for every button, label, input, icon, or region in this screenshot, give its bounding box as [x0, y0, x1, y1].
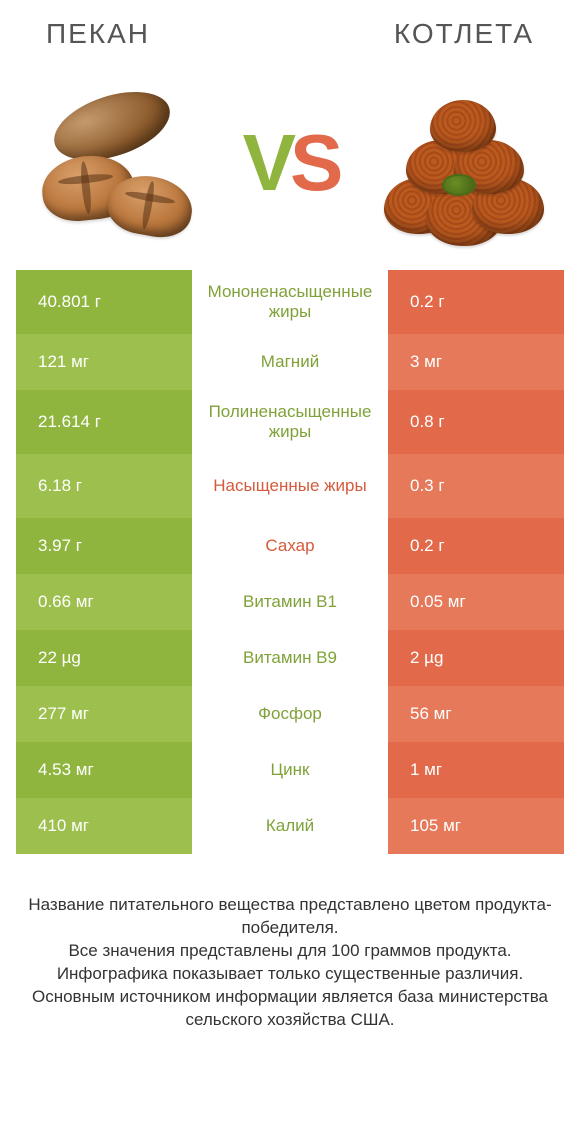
nutrient-label: Фосфор — [192, 686, 388, 742]
title-right: КОТЛЕТА — [394, 18, 534, 50]
title-left: ПЕКАН — [46, 18, 150, 50]
table-row: 121 мгМагний3 мг — [16, 334, 564, 390]
footer-line: Все значения представлены для 100 граммо… — [24, 940, 556, 963]
table-row: 3.97 гСахар0.2 г — [16, 518, 564, 574]
vs-v: V — [243, 118, 290, 207]
vs-label: VS — [243, 123, 338, 203]
value-right: 0.2 г — [388, 270, 564, 334]
footer-line: Основным источником информации является … — [24, 986, 556, 1032]
hero-row: VS — [16, 68, 564, 258]
value-left: 22 µg — [16, 630, 192, 686]
value-right: 0.2 г — [388, 518, 564, 574]
value-left: 4.53 мг — [16, 742, 192, 798]
nutrient-label: Магний — [192, 334, 388, 390]
table-row: 40.801 гМононенасыщенные жиры0.2 г — [16, 270, 564, 334]
table-row: 410 мгКалий105 мг — [16, 798, 564, 854]
value-left: 6.18 г — [16, 454, 192, 518]
nutrient-label: Насыщенные жиры — [192, 454, 388, 518]
value-right: 3 мг — [388, 334, 564, 390]
table-row: 277 мгФосфор56 мг — [16, 686, 564, 742]
footer-line: Инфографика показывает только существенн… — [24, 963, 556, 986]
nutrient-label: Полиненасыщенные жиры — [192, 390, 388, 454]
table-row: 22 µgВитамин B92 µg — [16, 630, 564, 686]
value-right: 56 мг — [388, 686, 564, 742]
value-right: 0.8 г — [388, 390, 564, 454]
nutrient-label: Мононенасыщенные жиры — [192, 270, 388, 334]
nutrient-label: Калий — [192, 798, 388, 854]
table-row: 0.66 мгВитамин B10.05 мг — [16, 574, 564, 630]
value-right: 2 µg — [388, 630, 564, 686]
value-left: 40.801 г — [16, 270, 192, 334]
nutrient-label: Сахар — [192, 518, 388, 574]
nutrient-label: Витамин B1 — [192, 574, 388, 630]
vs-s: S — [290, 118, 337, 207]
value-right: 0.05 мг — [388, 574, 564, 630]
nutrient-label: Витамин B9 — [192, 630, 388, 686]
comparison-table: 40.801 гМононенасыщенные жиры0.2 г121 мг… — [16, 270, 564, 854]
value-right: 0.3 г — [388, 454, 564, 518]
table-row: 21.614 гПолиненасыщенные жиры0.8 г — [16, 390, 564, 454]
footer-note: Название питательного вещества представл… — [16, 894, 564, 1032]
value-left: 0.66 мг — [16, 574, 192, 630]
value-right: 1 мг — [388, 742, 564, 798]
value-left: 277 мг — [16, 686, 192, 742]
value-left: 121 мг — [16, 334, 192, 390]
value-left: 410 мг — [16, 798, 192, 854]
value-left: 21.614 г — [16, 390, 192, 454]
pecan-image — [34, 78, 204, 248]
title-row: ПЕКАН КОТЛЕТА — [16, 18, 564, 50]
table-row: 6.18 гНасыщенные жиры0.3 г — [16, 454, 564, 518]
value-left: 3.97 г — [16, 518, 192, 574]
nutrient-label: Цинк — [192, 742, 388, 798]
cutlet-image — [376, 78, 546, 248]
footer-line: Название питательного вещества представл… — [24, 894, 556, 940]
value-right: 105 мг — [388, 798, 564, 854]
table-row: 4.53 мгЦинк1 мг — [16, 742, 564, 798]
